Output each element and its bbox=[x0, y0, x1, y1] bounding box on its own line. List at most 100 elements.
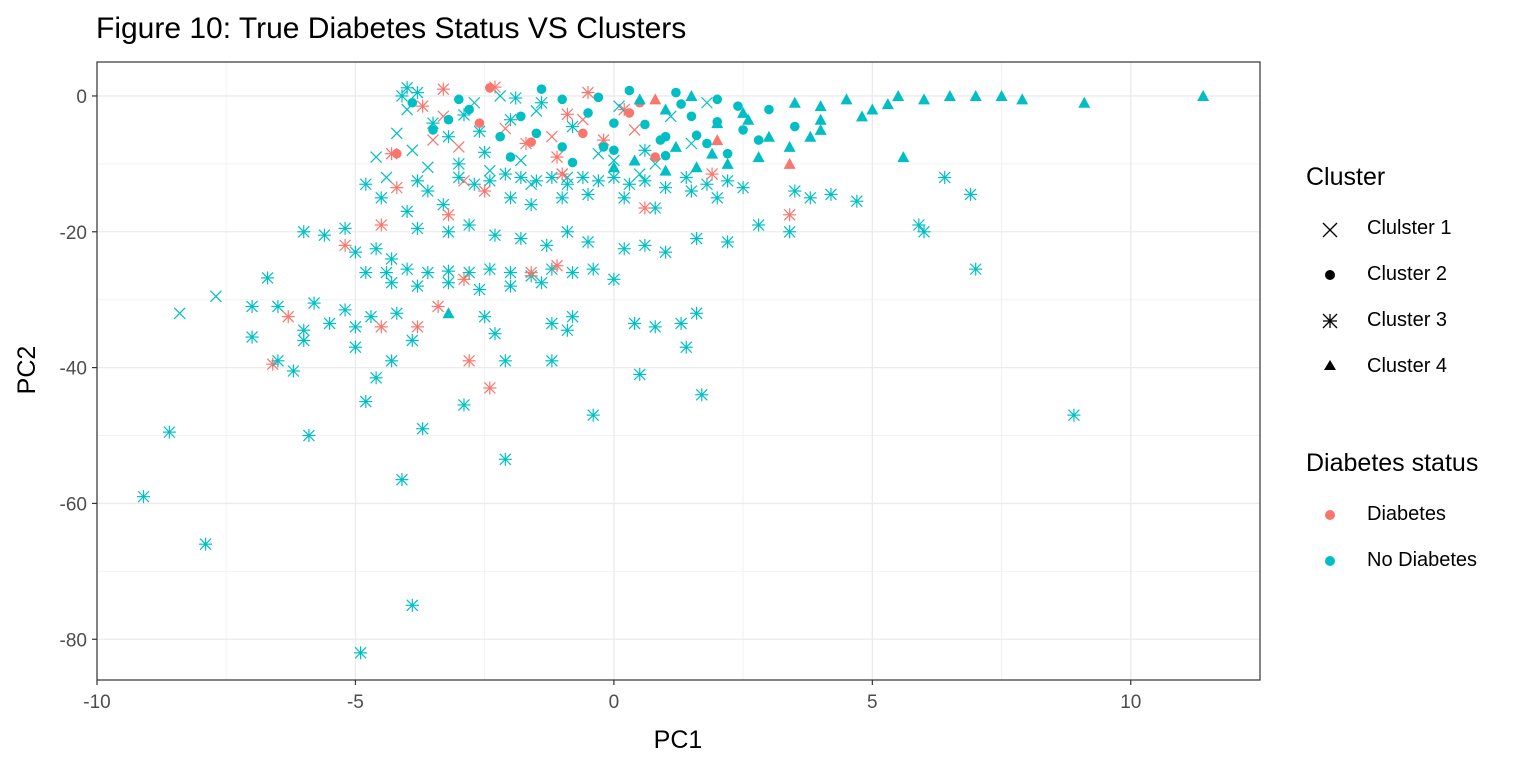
data-point bbox=[1067, 408, 1081, 422]
data-point bbox=[609, 145, 619, 156]
legend-key-diabetes bbox=[1325, 510, 1335, 520]
data-point bbox=[700, 177, 714, 191]
data-point bbox=[370, 151, 383, 164]
data-point bbox=[427, 134, 439, 147]
data-point bbox=[426, 116, 440, 130]
data-point bbox=[712, 94, 723, 105]
data-point bbox=[617, 191, 631, 205]
data-point bbox=[733, 101, 743, 111]
data-point bbox=[516, 111, 526, 122]
data-point bbox=[690, 161, 703, 173]
data-point bbox=[400, 81, 414, 95]
data-point bbox=[586, 262, 600, 276]
data-point bbox=[764, 104, 774, 115]
data-point bbox=[271, 354, 285, 368]
x-axis-label: PC1 bbox=[654, 726, 703, 754]
data-point bbox=[281, 310, 295, 324]
data-point bbox=[676, 99, 686, 109]
data-point bbox=[441, 276, 455, 290]
data-point bbox=[803, 191, 817, 205]
data-point bbox=[711, 134, 724, 146]
data-point bbox=[504, 191, 518, 205]
x-tick-label: 5 bbox=[867, 692, 878, 713]
data-point bbox=[390, 181, 404, 195]
data-point bbox=[441, 208, 455, 222]
data-point bbox=[297, 225, 311, 239]
data-point bbox=[441, 225, 455, 239]
data-point bbox=[498, 452, 512, 466]
data-point bbox=[407, 97, 418, 108]
data-point bbox=[535, 276, 549, 290]
data-point bbox=[671, 87, 681, 98]
data-point bbox=[286, 364, 300, 378]
data-point bbox=[261, 271, 275, 285]
data-point bbox=[410, 279, 424, 293]
data-point bbox=[650, 152, 661, 162]
y-axis: 0 -20 -40 -60 -80 bbox=[60, 87, 97, 651]
data-point bbox=[686, 111, 697, 122]
y-tick-label: -80 bbox=[60, 630, 87, 651]
data-point bbox=[566, 120, 580, 134]
data-point bbox=[323, 316, 337, 330]
data-point bbox=[633, 93, 646, 105]
data-point bbox=[695, 388, 709, 402]
legend-cluster-keys bbox=[1322, 222, 1338, 370]
data-point bbox=[691, 130, 702, 141]
data-point bbox=[804, 130, 817, 142]
data-point bbox=[649, 93, 662, 105]
legend-cluster-4-label: Cluster 4 bbox=[1367, 355, 1448, 377]
data-point bbox=[514, 232, 528, 246]
data-point bbox=[400, 204, 414, 218]
data-point bbox=[701, 96, 713, 109]
data-point bbox=[405, 333, 419, 347]
data-point bbox=[462, 266, 476, 280]
data-point bbox=[560, 323, 574, 337]
legend-cluster-1-label: Clulster 1 bbox=[1367, 217, 1452, 239]
data-point bbox=[297, 323, 311, 337]
data-point bbox=[354, 646, 368, 660]
data-point bbox=[788, 96, 801, 108]
legend-cluster-3-label: Cluster 3 bbox=[1367, 309, 1448, 331]
data-point bbox=[485, 83, 495, 93]
data-point bbox=[431, 299, 445, 313]
data-point bbox=[721, 157, 734, 169]
data-point bbox=[457, 272, 471, 286]
data-point bbox=[297, 333, 311, 347]
legend-diabetes-keys bbox=[1325, 510, 1335, 566]
data-point bbox=[452, 170, 466, 184]
data-point bbox=[586, 408, 600, 422]
data-point bbox=[742, 113, 755, 125]
data-point bbox=[478, 145, 492, 159]
data-point bbox=[737, 106, 750, 118]
data-point bbox=[593, 92, 604, 103]
data-point bbox=[488, 327, 502, 341]
legend-cluster-2-label: Cluster 2 bbox=[1367, 263, 1448, 285]
data-point bbox=[472, 283, 486, 297]
data-point bbox=[385, 354, 399, 368]
data-point bbox=[560, 107, 574, 121]
data-point bbox=[850, 194, 864, 208]
data-point bbox=[494, 90, 507, 102]
data-point bbox=[474, 118, 485, 128]
data-point bbox=[359, 266, 373, 280]
data-point bbox=[583, 108, 593, 118]
data-point bbox=[711, 117, 724, 129]
data-point bbox=[660, 150, 671, 161]
data-point bbox=[428, 125, 438, 135]
y-axis-label: PC2 bbox=[13, 346, 41, 395]
data-point bbox=[483, 262, 497, 276]
data-point bbox=[483, 174, 497, 188]
data-point bbox=[624, 85, 635, 96]
data-point bbox=[628, 154, 641, 166]
data-point bbox=[912, 218, 926, 232]
data-point bbox=[441, 264, 455, 278]
data-point bbox=[881, 98, 894, 110]
data-point bbox=[581, 86, 595, 100]
data-point bbox=[722, 148, 733, 159]
data-point bbox=[557, 94, 567, 105]
data-point bbox=[509, 91, 523, 105]
legend-key-triangle bbox=[1324, 360, 1336, 370]
data-point bbox=[385, 252, 399, 266]
y-tick-label: -20 bbox=[60, 223, 87, 244]
data-point bbox=[969, 262, 983, 276]
